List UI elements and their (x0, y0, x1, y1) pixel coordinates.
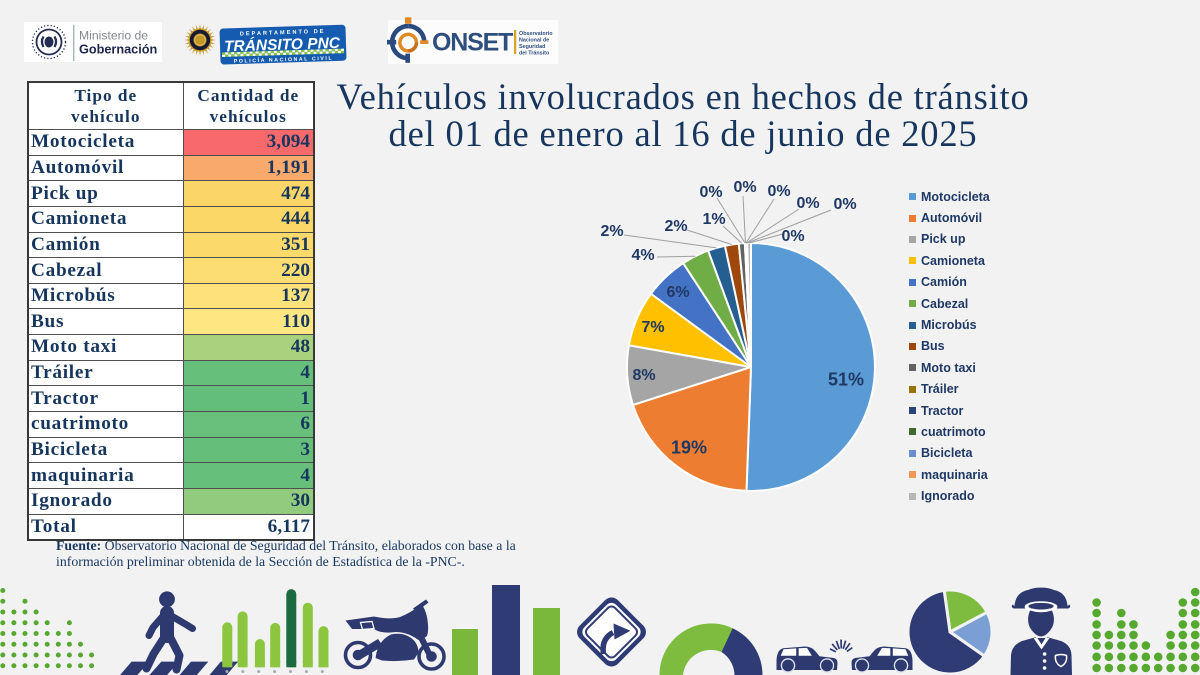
svg-text:Nacional de: Nacional de (519, 38, 549, 44)
svg-text:POLICÍA NACIONAL CIVIL: POLICÍA NACIONAL CIVIL (234, 54, 334, 65)
svg-text:Observatorio: Observatorio (519, 31, 553, 37)
svg-text:Ministerio de: Ministerio de (79, 29, 148, 43)
svg-text:ONSET: ONSET (432, 29, 513, 57)
svg-text:Seguridad: Seguridad (519, 44, 545, 50)
svg-text:Gobernación: Gobernación (79, 43, 157, 57)
svg-text:DEPARTAMENTO DE: DEPARTAMENTO DE (240, 29, 326, 38)
svg-text:del Tránsito: del Tránsito (519, 51, 550, 57)
